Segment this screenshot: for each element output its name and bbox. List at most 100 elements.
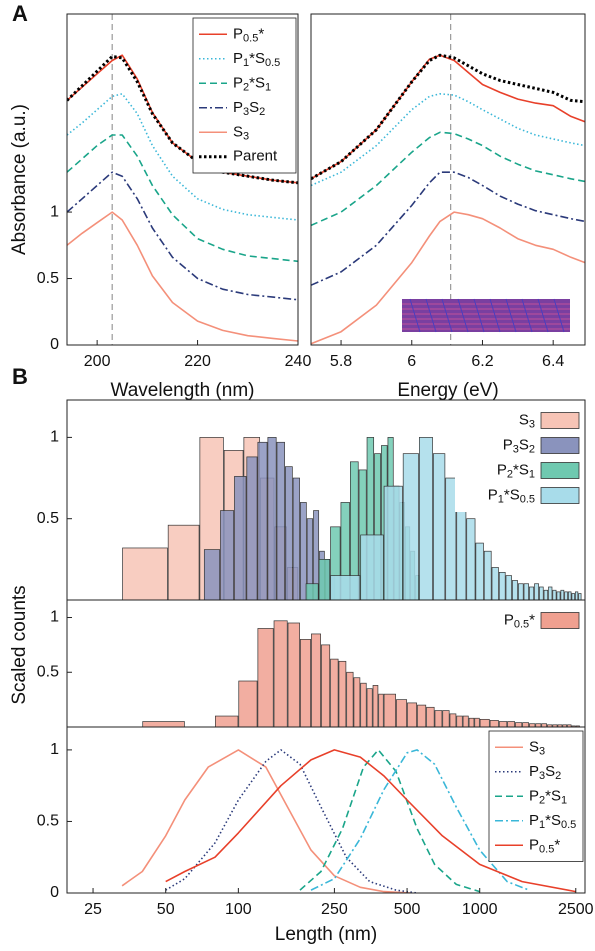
legend-swatch	[540, 437, 580, 454]
histogram-bar	[311, 633, 321, 727]
histogram-bar	[366, 688, 373, 727]
histogram-bar	[292, 477, 300, 600]
legend-swatch	[540, 487, 580, 504]
histogram-bar	[426, 706, 435, 727]
histogram-bar	[571, 593, 575, 600]
axes-frame	[66, 726, 586, 894]
legend: P0.5*	[504, 604, 583, 637]
legend-label: Parent	[233, 148, 278, 165]
legend-label: P3S2	[233, 99, 265, 118]
histogram-bar	[523, 583, 529, 600]
subplot: 0.5 1 P0.5*	[37, 599, 586, 728]
data-line	[311, 171, 585, 286]
legend-swatch	[540, 462, 580, 479]
subplot: 0.5 1 Scaled counts B S3 P3S2 P2*S1 P1*S0.5	[9, 364, 586, 705]
legend-swatch	[540, 412, 580, 429]
histogram-bar	[330, 658, 339, 727]
histogram-bar	[515, 722, 523, 727]
subplot: 5.8 6 6.2 6.4 Energy (eV)	[310, 13, 586, 401]
x-tick-label: 250	[321, 901, 348, 918]
data-line	[67, 134, 298, 263]
y-tick-label: 0.5	[37, 813, 59, 830]
histogram-bar	[234, 476, 247, 600]
y-tick-label: 1	[50, 203, 59, 220]
histogram-bar	[353, 677, 361, 727]
y-axis-label: Absorbance (a.u.)	[9, 104, 30, 255]
histogram-bar	[574, 591, 579, 600]
histogram-bar	[374, 453, 381, 600]
legend: P0.5* P1*S0.5 P2*S1 P3S2 S3 Parent	[192, 17, 297, 174]
histogram-bar	[442, 710, 450, 727]
plot-area	[67, 14, 298, 345]
x-tick-label: 6.4	[542, 353, 564, 370]
histogram-bar	[321, 644, 331, 727]
histogram-bar	[383, 693, 396, 727]
histogram-bar	[474, 717, 480, 727]
histogram-bar	[220, 510, 235, 600]
x-tick-label: 500	[394, 901, 421, 918]
histogram-bar	[167, 524, 200, 600]
histogram-bar	[287, 622, 300, 727]
histogram-bar	[498, 721, 508, 727]
histogram-bar	[285, 466, 293, 600]
legend-label: P0.5*	[233, 25, 264, 44]
histogram-bar	[346, 671, 354, 727]
x-axis-label: Wavelength (nm)	[111, 380, 255, 401]
histogram-bar	[462, 715, 469, 727]
x-tick-label: 5.8	[330, 353, 352, 370]
histogram-bar	[547, 724, 553, 727]
legend-label: S3	[233, 123, 249, 142]
histogram-bar	[456, 502, 467, 600]
legend-label: S3	[529, 738, 545, 757]
data-line	[121, 749, 412, 893]
data-line	[67, 55, 298, 185]
histogram-bar	[562, 724, 567, 727]
histogram-bar	[552, 589, 557, 600]
legend-label: P2*S1	[233, 74, 271, 93]
histogram-bar	[556, 591, 561, 600]
histogram-bar	[330, 575, 361, 600]
legend-box	[488, 730, 584, 862]
histogram-bar	[273, 620, 288, 727]
histogram-bar	[338, 660, 347, 727]
axes-frame	[66, 13, 299, 346]
data-line	[165, 749, 418, 893]
histogram-bar	[475, 542, 484, 600]
histogram-bar	[407, 702, 418, 727]
histogram-bar	[360, 534, 384, 600]
histogram-bar	[432, 453, 446, 600]
histogram-bar	[489, 720, 499, 727]
histogram-bar	[300, 502, 307, 600]
nanotube-illustration	[402, 298, 570, 333]
histogram-bar	[468, 717, 475, 727]
histogram-bar	[479, 718, 490, 727]
x-axis-label: Energy (eV)	[397, 380, 498, 401]
legend: S3 P3S2 P2*S1 P1*S0.5 P0.5*	[488, 730, 584, 862]
histogram-bar	[434, 710, 443, 727]
x-tick-label: 200	[84, 353, 111, 370]
data-line	[311, 131, 585, 227]
histogram-bar	[238, 680, 258, 727]
histogram-bar	[491, 567, 499, 600]
histogram-bar	[402, 453, 419, 600]
legend-box	[192, 17, 297, 174]
histogram-bar	[366, 437, 375, 600]
legend-label: P1*S0.5	[488, 486, 535, 505]
histogram-bar	[498, 572, 506, 600]
histogram-bar	[383, 485, 403, 600]
histogram-bar	[560, 589, 565, 600]
y-tick-label: 1	[50, 429, 59, 446]
data-line	[299, 749, 480, 893]
data-line	[311, 53, 585, 181]
histogram-bar	[246, 456, 258, 600]
histogram-bar	[330, 526, 341, 600]
histogram-bar	[340, 502, 350, 600]
histogram-bar	[456, 715, 463, 727]
histogram-bar	[372, 685, 379, 727]
x-tick-label: 2500	[558, 901, 594, 918]
subplot: 0 0.5 1 200 220 240 Wavelength (nm) Absorbance …	[9, 1, 311, 401]
histogram-bar	[466, 518, 476, 600]
legend-label: P0.5*	[504, 611, 535, 630]
x-tick-label: 6.2	[471, 353, 493, 370]
data-line	[67, 171, 298, 301]
